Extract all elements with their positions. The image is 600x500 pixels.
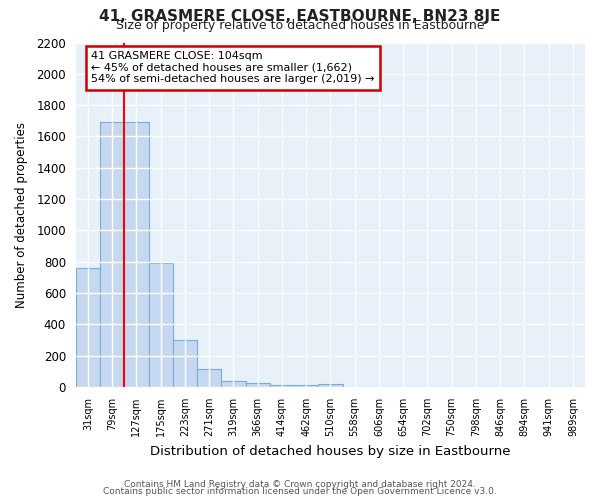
Text: 41 GRASMERE CLOSE: 104sqm
← 45% of detached houses are smaller (1,662)
54% of se: 41 GRASMERE CLOSE: 104sqm ← 45% of detac… bbox=[91, 51, 374, 84]
X-axis label: Distribution of detached houses by size in Eastbourne: Distribution of detached houses by size … bbox=[150, 444, 511, 458]
Bar bbox=[124, 122, 149, 387]
Bar bbox=[294, 384, 318, 387]
Bar bbox=[76, 268, 100, 387]
Y-axis label: Number of detached properties: Number of detached properties bbox=[15, 122, 28, 308]
Bar bbox=[173, 340, 197, 387]
Text: 41, GRASMERE CLOSE, EASTBOURNE, BN23 8JE: 41, GRASMERE CLOSE, EASTBOURNE, BN23 8JE bbox=[100, 9, 500, 24]
Bar bbox=[149, 264, 173, 387]
Bar bbox=[318, 384, 343, 387]
Bar bbox=[270, 384, 294, 387]
Bar bbox=[221, 381, 245, 387]
Text: Contains public sector information licensed under the Open Government Licence v3: Contains public sector information licen… bbox=[103, 487, 497, 496]
Text: Size of property relative to detached houses in Eastbourne: Size of property relative to detached ho… bbox=[116, 19, 484, 32]
Text: Contains HM Land Registry data © Crown copyright and database right 2024.: Contains HM Land Registry data © Crown c… bbox=[124, 480, 476, 489]
Bar bbox=[197, 369, 221, 387]
Bar bbox=[100, 122, 124, 387]
Bar bbox=[245, 383, 270, 387]
